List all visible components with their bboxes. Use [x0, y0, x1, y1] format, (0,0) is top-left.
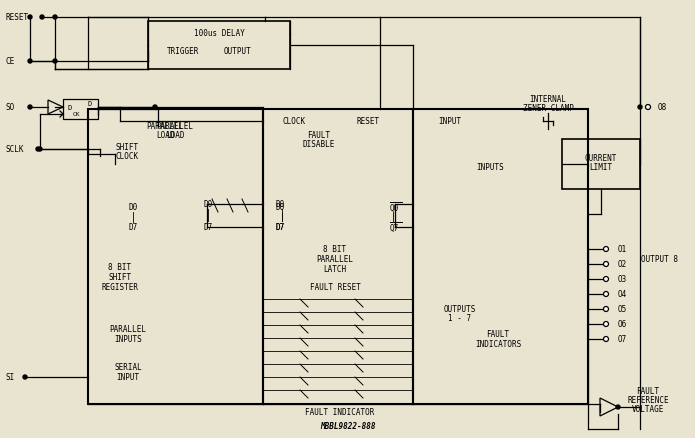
Text: D0: D0 — [129, 203, 138, 212]
Text: INDICATORS: INDICATORS — [475, 340, 521, 349]
Text: O1: O1 — [618, 245, 628, 254]
Text: D0: D0 — [204, 200, 213, 209]
Circle shape — [53, 60, 57, 64]
Text: 1 - 7: 1 - 7 — [448, 314, 472, 323]
Text: ZENER CLAMP: ZENER CLAMP — [523, 104, 573, 113]
Bar — [88, 110, 263, 404]
Circle shape — [38, 148, 42, 152]
Circle shape — [28, 60, 32, 64]
Text: Q0: Q0 — [389, 203, 399, 212]
Bar — [63, 100, 98, 120]
Text: CURRENT: CURRENT — [584, 154, 617, 163]
Text: PARALLEL: PARALLEL — [316, 255, 354, 264]
Text: MBBL9822-888: MBBL9822-888 — [320, 421, 376, 431]
Text: OUTPUT 8: OUTPUT 8 — [641, 255, 678, 264]
Text: LATCH: LATCH — [323, 265, 347, 274]
Text: O3: O3 — [618, 275, 628, 284]
Text: RESET: RESET — [357, 117, 379, 126]
Text: O5: O5 — [618, 305, 628, 314]
Bar — [148, 22, 290, 70]
Text: D0: D0 — [275, 203, 285, 212]
Text: OUTPUTS: OUTPUTS — [444, 305, 476, 314]
Text: SCLK: SCLK — [5, 145, 24, 154]
Text: O4: O4 — [618, 290, 628, 299]
Text: PARALLEL: PARALLEL — [156, 122, 193, 131]
Text: INPUTS: INPUTS — [476, 163, 504, 172]
Text: D: D — [88, 101, 92, 107]
Text: FAULT: FAULT — [637, 387, 660, 396]
Text: OUTPUT: OUTPUT — [224, 46, 252, 55]
Text: FAULT: FAULT — [486, 330, 509, 339]
Bar — [263, 110, 413, 404]
Circle shape — [638, 106, 642, 110]
Text: LOAD: LOAD — [156, 131, 174, 140]
Text: D7: D7 — [275, 223, 285, 232]
Circle shape — [646, 105, 651, 110]
Text: O6: O6 — [618, 320, 628, 329]
Text: CLOCK: CLOCK — [282, 117, 306, 126]
Text: REGISTER: REGISTER — [101, 283, 138, 292]
Text: FAULT RESET: FAULT RESET — [309, 283, 361, 292]
Circle shape — [603, 337, 609, 342]
Text: INTERNAL: INTERNAL — [530, 95, 566, 104]
Text: CLOCK: CLOCK — [115, 152, 138, 161]
Text: INPUTS: INPUTS — [114, 335, 142, 344]
Circle shape — [603, 322, 609, 327]
Text: CE: CE — [5, 57, 15, 66]
Text: INPUT: INPUT — [117, 373, 140, 381]
Circle shape — [36, 148, 40, 152]
Text: SHIFT: SHIFT — [108, 273, 131, 282]
Circle shape — [23, 375, 27, 379]
Text: VOLTAGE: VOLTAGE — [632, 405, 664, 413]
Circle shape — [603, 262, 609, 267]
Text: LOAD: LOAD — [165, 131, 184, 140]
Text: Q7: Q7 — [389, 223, 399, 232]
Text: RESET: RESET — [5, 14, 28, 22]
Text: PARALLEL: PARALLEL — [147, 122, 183, 131]
Text: D: D — [68, 105, 72, 111]
Circle shape — [603, 247, 609, 252]
Text: CK: CK — [72, 112, 80, 117]
Text: FAULT INDICATOR: FAULT INDICATOR — [305, 408, 375, 417]
Text: SHIFT: SHIFT — [115, 143, 138, 152]
Text: O8: O8 — [658, 103, 667, 112]
Text: SERIAL: SERIAL — [114, 363, 142, 372]
Circle shape — [40, 16, 44, 20]
Circle shape — [616, 405, 620, 409]
Text: D0: D0 — [275, 200, 285, 209]
Text: INPUT: INPUT — [439, 117, 461, 126]
Text: 100us DELAY: 100us DELAY — [194, 28, 245, 37]
Circle shape — [28, 16, 32, 20]
Text: O7: O7 — [618, 335, 628, 344]
Circle shape — [153, 106, 157, 110]
Circle shape — [603, 277, 609, 282]
Text: O2: O2 — [618, 260, 628, 269]
Text: 8 BIT: 8 BIT — [108, 263, 131, 272]
Text: PARALLEL: PARALLEL — [110, 325, 147, 334]
Text: FAULT: FAULT — [307, 131, 331, 140]
Text: D7: D7 — [129, 223, 138, 232]
Circle shape — [603, 307, 609, 312]
Circle shape — [53, 16, 57, 20]
Text: LIMIT: LIMIT — [589, 163, 612, 172]
Bar — [413, 110, 588, 404]
Text: 8 BIT: 8 BIT — [323, 245, 347, 254]
Bar — [562, 140, 640, 190]
Circle shape — [28, 106, 32, 110]
Text: SO: SO — [5, 103, 15, 112]
Text: TRIGGER: TRIGGER — [167, 46, 199, 55]
Text: DISABLE: DISABLE — [303, 140, 335, 149]
Text: SI: SI — [5, 373, 15, 381]
Text: D7: D7 — [204, 223, 213, 232]
Circle shape — [603, 292, 609, 297]
Text: D7: D7 — [275, 223, 285, 232]
Text: REFERENCE: REFERENCE — [627, 396, 669, 405]
